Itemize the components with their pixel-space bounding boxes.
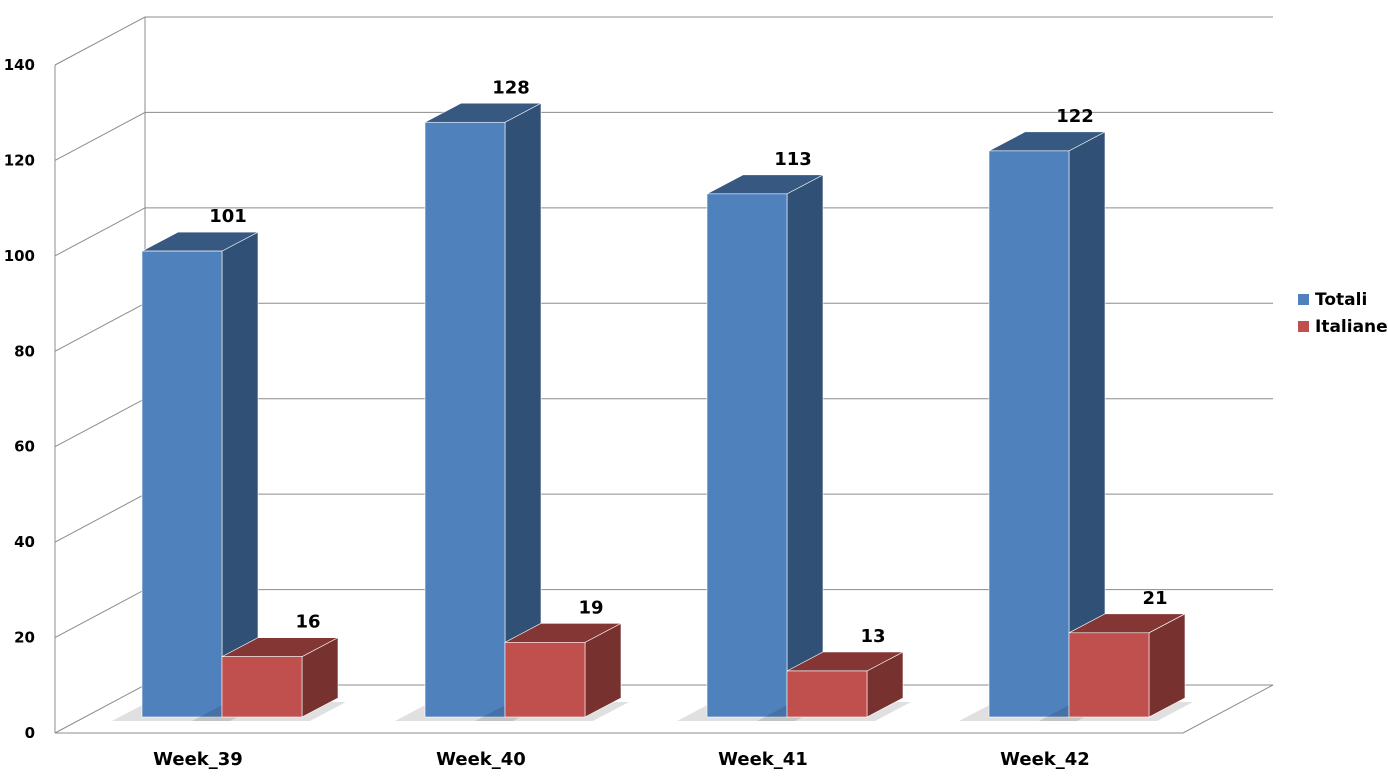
bars: [112, 102, 1193, 721]
bar-front: [786, 670, 868, 718]
legend: Totali Italiane: [1298, 290, 1388, 337]
bar-front: [706, 193, 788, 718]
y-tick-label: 20: [14, 629, 35, 647]
data-label: 19: [578, 597, 603, 618]
x-tick-label: Week_39: [153, 749, 243, 770]
data-label: 101: [209, 206, 247, 227]
bar: [192, 637, 346, 721]
gridline: [54, 207, 1273, 257]
data-label: 16: [295, 612, 320, 633]
y-tick-label: 60: [14, 438, 35, 456]
x-tick-label: Week_42: [1000, 749, 1090, 770]
y-tick-label: 80: [14, 342, 35, 360]
legend-label: Totali: [1315, 290, 1367, 310]
bar-front: [221, 656, 303, 718]
bar: [1039, 613, 1193, 721]
bar: [959, 131, 1113, 721]
floor-outline: [54, 684, 1274, 734]
gridline: [54, 16, 1273, 66]
x-axis-labels: Week_39 Week_40 Week_41 Week_42: [153, 749, 1090, 770]
bar: [395, 102, 549, 721]
legend-item: Totali: [1298, 290, 1367, 310]
data-label: 13: [860, 626, 885, 647]
y-tick-label: 140: [4, 56, 35, 74]
gridline: [54, 111, 1273, 161]
bar: [475, 622, 629, 721]
bar-front: [424, 121, 506, 718]
bar-side: [504, 102, 542, 718]
y-tick-label: 0: [25, 724, 35, 742]
bar: [677, 174, 831, 721]
legend-item: Italiane: [1298, 317, 1388, 337]
y-axis-ticks: 0 20 40 60 80 100 120 140: [4, 56, 35, 742]
data-label: 21: [1142, 588, 1167, 609]
bar-front: [1068, 632, 1150, 718]
data-label: 113: [774, 149, 812, 170]
data-label: 122: [1056, 106, 1094, 127]
legend-label: Italiane: [1315, 317, 1388, 337]
bar-front: [141, 250, 223, 718]
bar-front: [504, 642, 586, 718]
y-tick-label: 120: [4, 151, 35, 169]
data-label: 128: [492, 77, 530, 98]
data-labels: 101 16 128 19 113 13 122 21: [209, 77, 1167, 647]
y-tick-label: 40: [14, 533, 35, 551]
legend-swatch: [1298, 294, 1309, 305]
bar-side: [786, 174, 824, 718]
bar: [757, 651, 911, 721]
x-tick-label: Week_41: [718, 749, 808, 770]
y-tick-label: 100: [4, 247, 35, 265]
bar: [112, 231, 266, 721]
bar-front: [988, 150, 1070, 718]
x-tick-label: Week_40: [436, 749, 526, 770]
legend-swatch: [1298, 321, 1309, 332]
